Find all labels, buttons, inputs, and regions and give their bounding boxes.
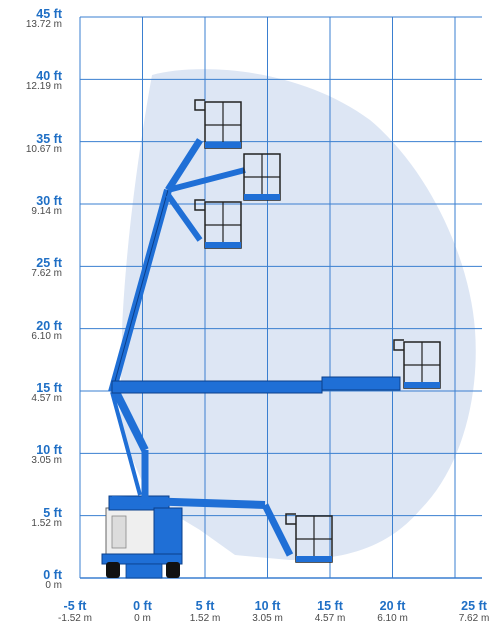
wheel-mid (125, 563, 163, 579)
y-tick-label-ft: 15 ft (36, 381, 62, 395)
y-tick-label-m: 10.67 m (25, 143, 62, 155)
jib-high (165, 138, 203, 192)
y-tick-label-m: 6.10 m (31, 330, 62, 342)
x-tick-label-m: 3.05 m (252, 613, 283, 624)
horizontal-boom-extension (321, 376, 401, 391)
x-tick-label-m: 1.52 m (189, 613, 221, 624)
horizontal-boom (111, 380, 323, 394)
y-tick-label-ft: 0 ft (43, 568, 62, 582)
y-tick-label-m: 7.62 m (31, 268, 62, 280)
y-tick-label-ft: 5 ft (43, 505, 62, 520)
y-tick-label-ft: 30 ft (36, 194, 62, 208)
x-tick-label-ft: 20 ft (379, 599, 406, 613)
low-boom (111, 496, 266, 509)
x-tick-label-m: 7.62 m (458, 613, 490, 624)
wheel-left (106, 562, 120, 578)
y-tick-label-m: 0 m (45, 580, 62, 591)
riser-link-2 (111, 388, 149, 452)
y-tick-label-ft: 45 ft (36, 7, 62, 21)
boom-lift-machine (101, 99, 441, 579)
x-tick-label-m: 0 m (134, 613, 151, 624)
y-tick-label-m: 13.72 m (25, 19, 62, 30)
platform-high (194, 99, 242, 149)
y-tick-label-m: 12.19 m (25, 81, 62, 93)
x-tick-label-ft: 15 ft (317, 599, 343, 613)
jib-mid (167, 167, 246, 193)
y-tick-label-m: 9.14 m (31, 206, 62, 217)
x-tick-label-ft: -5 ft (63, 599, 87, 613)
chassis-counterweight (153, 507, 183, 555)
platform-mid (194, 199, 242, 249)
wheel-right (166, 562, 180, 578)
y-tick-label-m: 1.52 m (31, 517, 62, 529)
grid-lines (79, 16, 482, 579)
y-tick-label-m: 3.05 m (31, 455, 62, 467)
x-tick-label-ft: 5 ft (195, 599, 215, 613)
x-tick-label-ft: 10 ft (254, 599, 281, 613)
jib-low (165, 193, 203, 242)
x-tick-label-m: 6.10 m (377, 613, 408, 624)
reach-envelope (120, 69, 476, 561)
y-tick-label-ft: 40 ft (36, 69, 62, 84)
y-tick-label-ft: 10 ft (36, 443, 62, 458)
chassis-panel (111, 515, 127, 549)
platform-horizontal (393, 339, 441, 389)
platform-upper-right (243, 153, 281, 201)
y-tick-label-ft: 25 ft (36, 256, 62, 271)
low-jib (261, 503, 294, 557)
y-tick-label-ft: 35 ft (36, 131, 62, 146)
y-tick-label-ft: 20 ft (36, 318, 62, 333)
riser-link-3 (110, 391, 142, 496)
x-tick-label-ft: 25 ft (461, 599, 487, 613)
main-boom-outline (111, 189, 169, 393)
x-tick-label-m: -1.52 m (58, 613, 92, 624)
x-tick-label-ft: 0 ft (133, 599, 152, 613)
y-tick-label-m: 4.57 m (31, 393, 62, 404)
x-tick-label-m: 4.57 m (314, 613, 346, 624)
platform-low (285, 513, 333, 563)
